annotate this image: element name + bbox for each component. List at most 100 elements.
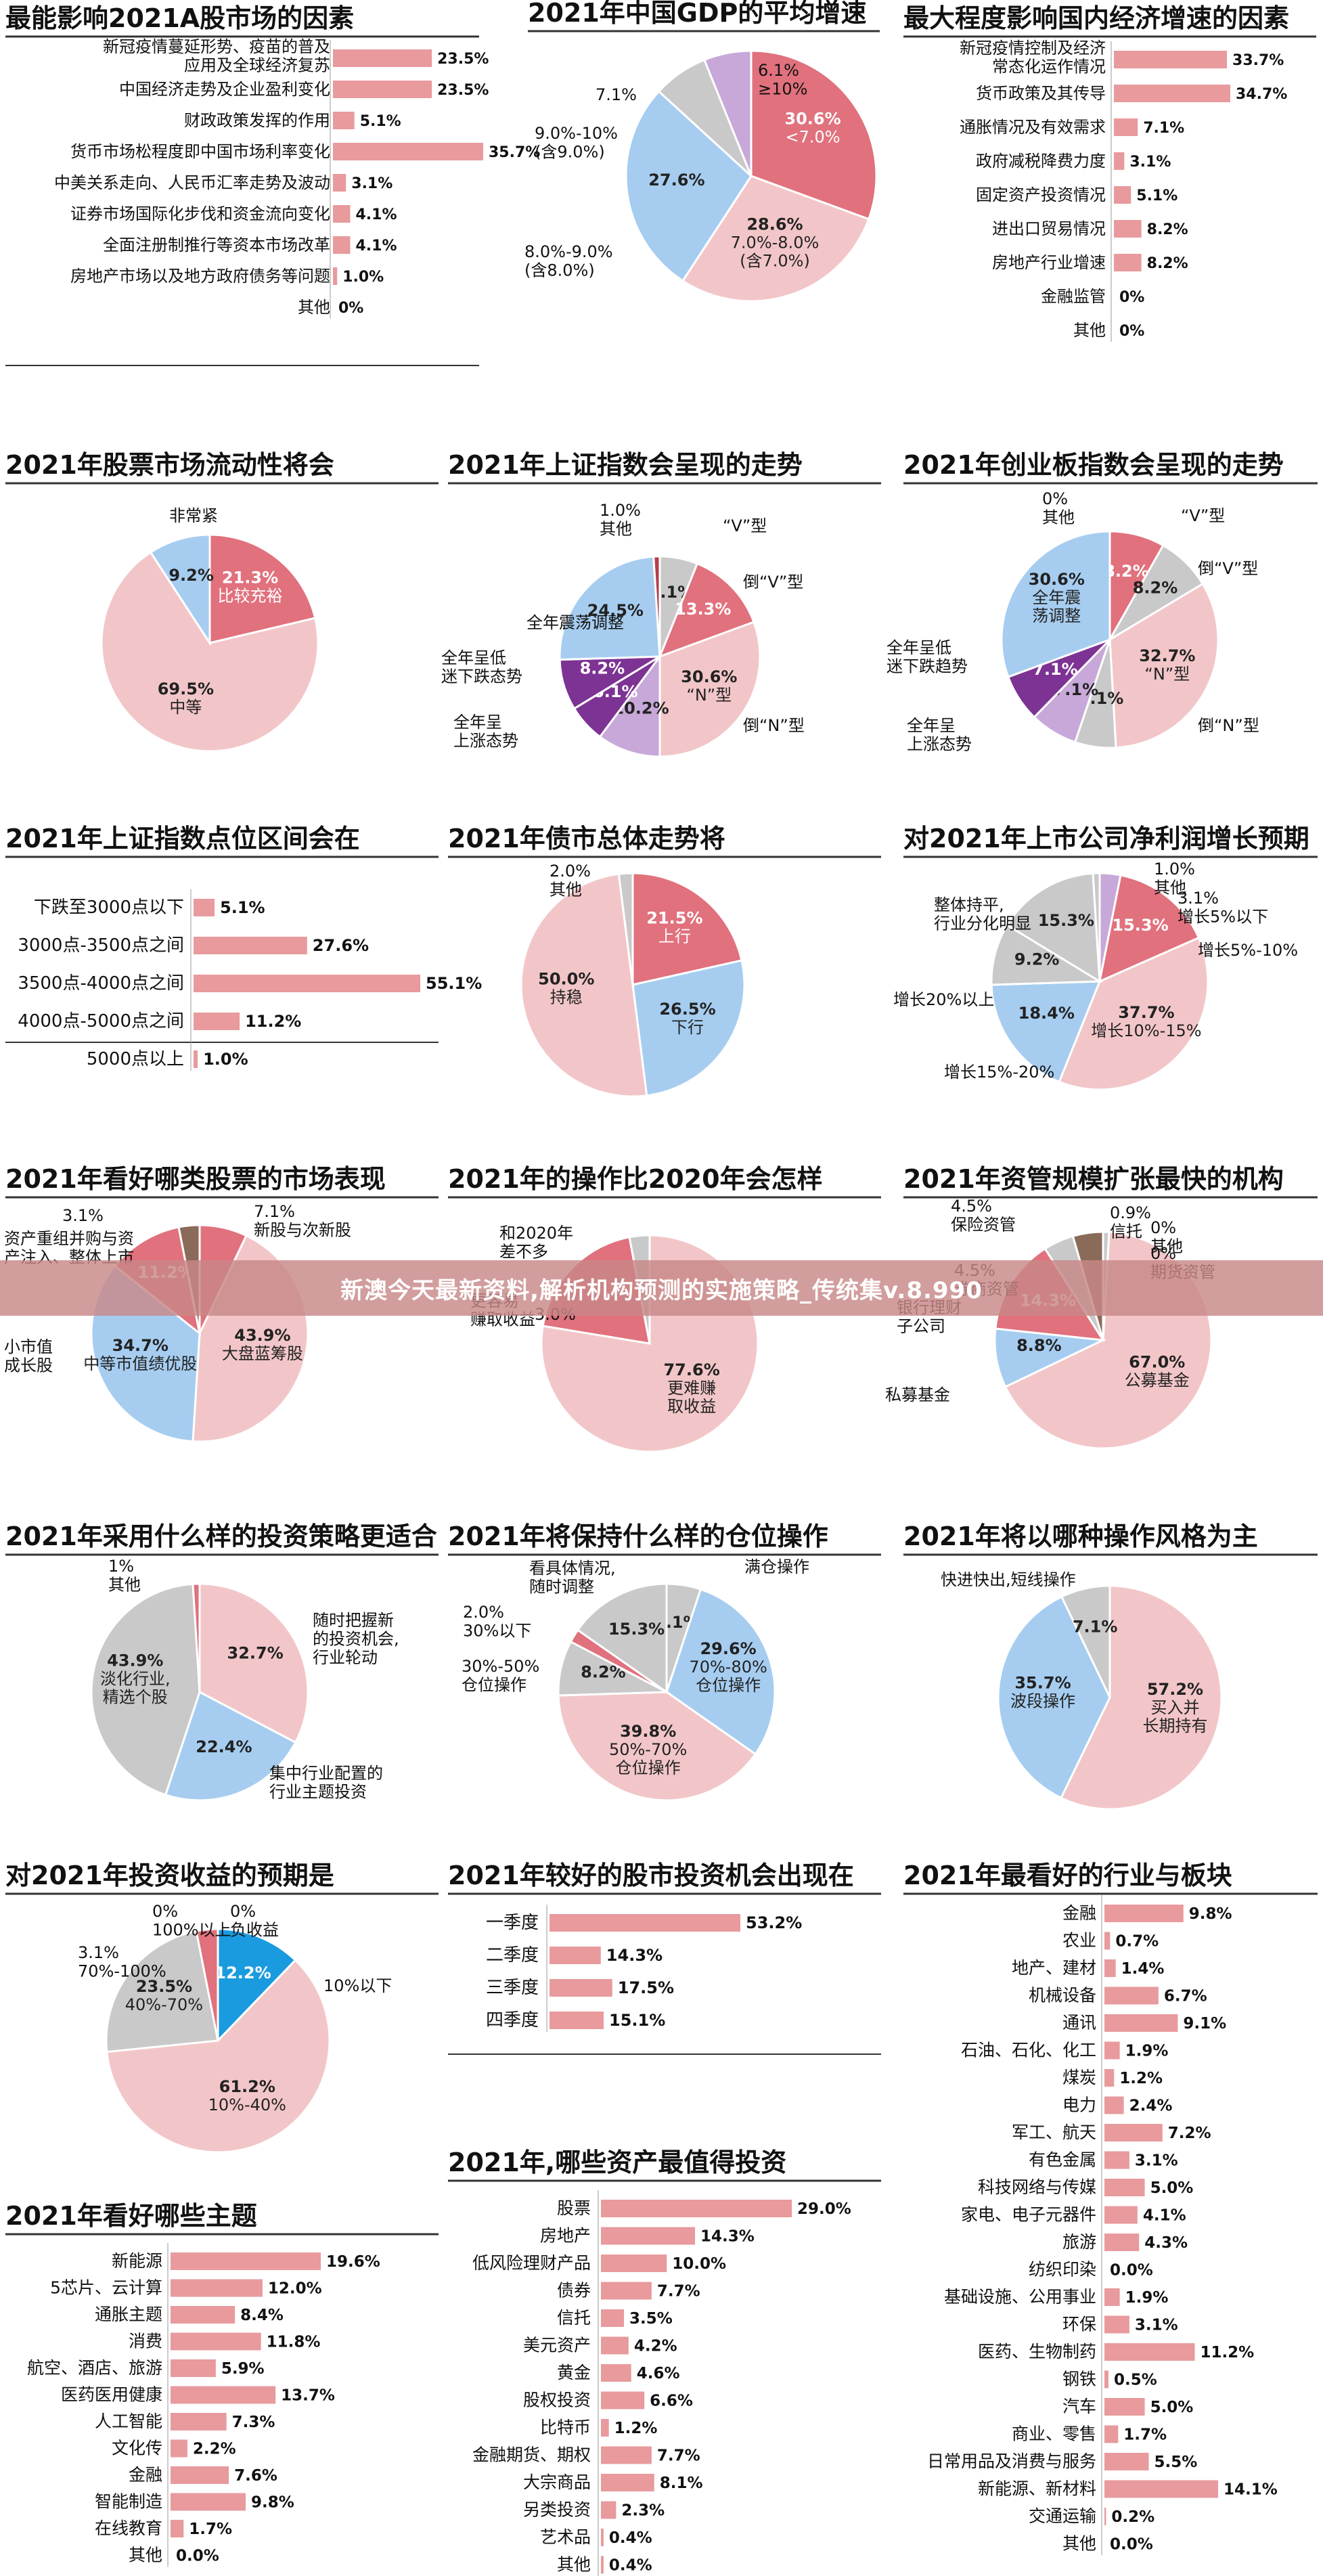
- bar-category: 旅游: [1062, 2232, 1096, 2252]
- pie-slice: [195, 1928, 219, 2041]
- bar: [171, 2386, 276, 2404]
- bar: [333, 112, 355, 129]
- bar-category: 农业: [1062, 1931, 1096, 1951]
- bar-value-label: 0.2%: [1111, 2508, 1154, 2526]
- callout-label: 全年呈上涨态势: [907, 716, 972, 754]
- pie-slice: [164, 1690, 297, 1802]
- callout-label: 增长15%-20%: [944, 1063, 1054, 1082]
- chart-title: 2021年看好哪类股票的市场表现: [5, 1164, 386, 1194]
- bar-value-label: 14.3%: [606, 1946, 663, 1965]
- slice-label: 35.7%波段操作: [1010, 1674, 1075, 1711]
- chart-c5: 6.1%13.3%30.6% “N”型10.2%6.1%8.2%24.5%1.0%…: [441, 501, 805, 758]
- bar-category: 智能制造: [95, 2492, 162, 2512]
- bar-category: 3500点-4000点之间: [18, 973, 184, 994]
- callout-label: 6.1% ≥10%: [758, 61, 807, 99]
- bar-category: 金融: [1062, 1903, 1096, 1923]
- pie-slice: [702, 49, 753, 177]
- bar: [601, 2446, 652, 2464]
- bar-value-label: 8.4%: [240, 2307, 284, 2324]
- chart-title: 2021年,哪些资产最值得投资: [448, 2148, 786, 2177]
- slice-label: 18.4%: [1018, 1004, 1075, 1023]
- bar-value-label: 1.9%: [1125, 2043, 1169, 2060]
- bar: [1114, 152, 1125, 170]
- bar-value-label: 0.0%: [1110, 2536, 1153, 2554]
- bar: [601, 2282, 652, 2300]
- bar-value-label: 13.7%: [281, 2387, 335, 2405]
- bar-category: 房地产市场以及地方政府债务等问题: [70, 267, 330, 286]
- bar: [1114, 186, 1131, 204]
- chart-c1: 新冠疫情蔓延形势、疫苗的普及应用及全球经济复苏 23.5% 中国经济走势及企业盈利变…: [5, 37, 540, 366]
- chart-c17: 一季度 53.2% 二季度 14.3% 三季度 17.5% 四季度 15.1%: [448, 1905, 881, 2055]
- bar-value-label: 0%: [1119, 289, 1144, 306]
- callout-label: 0%其他: [1042, 489, 1075, 527]
- bar-value-label: 9.1%: [1183, 2015, 1226, 2033]
- callout-label: 2.0%其他: [550, 862, 591, 900]
- bar-category: 金融: [129, 2465, 162, 2485]
- bar-category: 货币市场松程度即中国市场利率变化: [70, 142, 330, 161]
- bar: [601, 2419, 609, 2437]
- callout-label: 7.1%新股与次新股: [254, 1202, 351, 1240]
- bar-category: 中国经济走势及企业盈利变化: [119, 80, 330, 99]
- bar-category: 医药医用健康: [61, 2385, 162, 2405]
- bar: [1104, 2508, 1106, 2525]
- bar-value-label: 35.7%: [489, 144, 540, 161]
- overlay-banner: 新澳今天最新资料,解析机构预测的实施策略_传统集v.8.990: [0, 1260, 1323, 1316]
- bar-value-label: 7.1%: [1143, 120, 1184, 137]
- bar-value-label: 6.7%: [1164, 1988, 1207, 2005]
- bar-category: 财政政策发挥的作用: [184, 111, 330, 130]
- callout-label: 4.5%保险资管: [951, 1197, 1016, 1235]
- callout-label: 倒“V”型: [1198, 559, 1258, 578]
- callout-label: 倒“V”型: [743, 573, 803, 592]
- bar: [1104, 2425, 1119, 2443]
- bar: [550, 1979, 612, 1997]
- bar-category: 军工、航天: [1012, 2123, 1096, 2142]
- bar-value-label: 7.3%: [232, 2414, 275, 2431]
- callout-label: 随时把握新的投资机会,行业轮动: [313, 1611, 399, 1667]
- chart-c8: 21.5%上行 26.5%下行 50.0%持稳 2.0%其他: [520, 862, 746, 1098]
- bar: [1104, 1932, 1111, 1950]
- bar-category: 大宗商品: [523, 2472, 591, 2492]
- bar-value-label: 15.1%: [609, 2011, 665, 2030]
- bar-value-label: 1.7%: [1123, 2426, 1167, 2444]
- bar-value-label: 0.7%: [1115, 1933, 1159, 1951]
- chart-c4: 21.3%比较充裕 69.5%中等 9.2% 非常紧: [100, 506, 319, 753]
- bar-value-label: 0%: [1119, 323, 1144, 340]
- bar-category: 航空、酒店、旅游: [27, 2358, 162, 2378]
- bar-category: 政府减税降费力度: [976, 152, 1106, 171]
- bar-value-label: 3.1%: [1135, 2152, 1178, 2170]
- bar: [1104, 2234, 1140, 2251]
- callout-label: 2.0% 30%以下: [463, 1603, 531, 1641]
- bar-category: 日常用品及消费与服务: [927, 2451, 1096, 2471]
- bar-value-label: 5.1%: [220, 898, 265, 917]
- pie-slice: [576, 1582, 668, 1694]
- slice-label: 39.8% 50%-70%仓位操作: [609, 1722, 687, 1777]
- callout-label: 私募基金: [885, 1385, 950, 1404]
- chart-c9: 15.3%37.7%增长10%-15%18.4%9.2%15.3%1.0%其他3…: [893, 860, 1298, 1091]
- callout-label: 增长20%以上: [893, 990, 994, 1009]
- bar: [1104, 2398, 1145, 2416]
- bar: [1114, 254, 1142, 271]
- bar-value-label: 1.7%: [189, 2521, 232, 2538]
- slice-label: 21.3%比较充裕: [218, 569, 283, 606]
- bar: [601, 2556, 604, 2574]
- bar: [1104, 2343, 1195, 2361]
- bar-category: 家电、电子元器件: [961, 2205, 1096, 2225]
- bar-category: 另类投资: [523, 2500, 591, 2520]
- bar: [333, 143, 483, 160]
- bar: [194, 975, 420, 992]
- callout-label: 小市值成长股: [4, 1337, 53, 1375]
- bar-value-label: 5.1%: [360, 113, 401, 130]
- callout-label: 9.0%-10% (含9.0%): [535, 124, 618, 162]
- bar-value-label: 1.4%: [1121, 1960, 1165, 1978]
- bar-category: 新冠疫情蔓延形势、疫苗的普及应用及全球经济复苏: [103, 37, 330, 75]
- bar-value-label: 7.7%: [657, 2283, 700, 2301]
- chart-c15: 57.2%买入并长期持有 35.7%波段操作 7.1% 快进快出,短线操作: [941, 1570, 1223, 1811]
- bar: [1104, 2151, 1129, 2169]
- pie-slice: [149, 533, 211, 647]
- bar: [601, 2529, 604, 2546]
- bar-value-label: 0.0%: [176, 2548, 219, 2565]
- bar-value-label: 5.5%: [1154, 2453, 1198, 2471]
- bar-category: 石油、石化、化工: [961, 2041, 1096, 2060]
- slice-label: 8.8%: [1016, 1336, 1062, 1355]
